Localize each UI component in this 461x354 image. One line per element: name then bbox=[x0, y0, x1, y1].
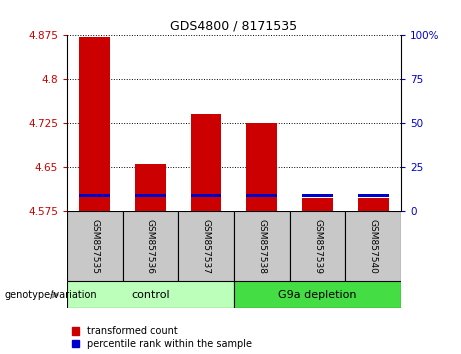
Bar bbox=[123, 211, 178, 281]
Text: GSM857537: GSM857537 bbox=[201, 218, 211, 274]
Title: GDS4800 / 8171535: GDS4800 / 8171535 bbox=[171, 20, 297, 33]
Bar bbox=[234, 211, 290, 281]
Text: GSM857539: GSM857539 bbox=[313, 218, 322, 274]
Bar bbox=[290, 211, 345, 281]
Text: GSM857535: GSM857535 bbox=[90, 218, 99, 274]
Bar bbox=[191, 194, 221, 197]
Text: GSM857540: GSM857540 bbox=[369, 218, 378, 274]
Bar bbox=[135, 164, 165, 211]
Bar bbox=[247, 123, 277, 211]
Legend: transformed count, percentile rank within the sample: transformed count, percentile rank withi… bbox=[72, 326, 252, 349]
Text: GSM857538: GSM857538 bbox=[257, 218, 266, 274]
Bar bbox=[247, 194, 277, 197]
Bar bbox=[358, 198, 389, 211]
Text: control: control bbox=[131, 290, 170, 300]
Bar bbox=[79, 194, 110, 197]
Text: GSM857536: GSM857536 bbox=[146, 218, 155, 274]
Text: genotype/variation: genotype/variation bbox=[5, 290, 97, 300]
Bar bbox=[67, 211, 123, 281]
Bar bbox=[79, 37, 110, 211]
Bar bbox=[234, 281, 401, 308]
Bar bbox=[345, 211, 401, 281]
Bar bbox=[67, 281, 234, 308]
Bar bbox=[178, 211, 234, 281]
Bar bbox=[135, 194, 165, 197]
Bar bbox=[191, 114, 221, 211]
Bar bbox=[358, 194, 389, 197]
Bar bbox=[302, 194, 333, 197]
Text: G9a depletion: G9a depletion bbox=[278, 290, 357, 300]
Bar bbox=[302, 198, 333, 211]
